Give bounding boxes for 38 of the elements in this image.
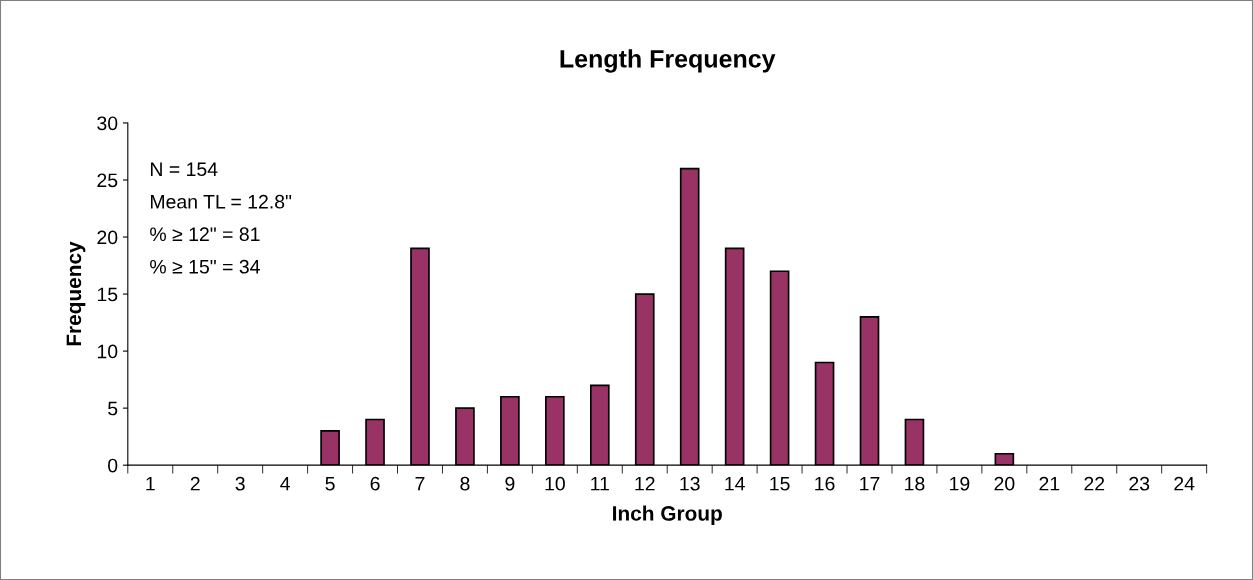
x-tick-label: 14 [725, 476, 745, 491]
annotation: Mean TL = 12.8" [150, 194, 292, 209]
x-tick-label: 2 [190, 476, 200, 491]
y-tick-label: 30 [97, 116, 118, 131]
x-tick-label: 18 [905, 476, 925, 491]
annotation: N = 154 [150, 162, 218, 177]
y-tick-label: 25 [97, 173, 118, 188]
x-axis-title: Inch Group [613, 505, 722, 525]
y-tick-label: 0 [108, 458, 118, 473]
x-tick-label: 19 [950, 476, 970, 491]
x-tick-label: 15 [770, 476, 790, 491]
x-tick-label: 23 [1129, 476, 1150, 491]
y-axis-title: Frequency [66, 241, 86, 346]
y-tick-label: 20 [97, 230, 118, 245]
x-tick-label: 20 [994, 476, 1015, 491]
x-tick-label: 12 [635, 476, 655, 491]
annotation: % ≥ 12" = 81 [150, 227, 260, 242]
x-tick-label: 1 [146, 476, 155, 491]
x-tick-label: 13 [680, 476, 700, 491]
x-tick-label: 11 [591, 476, 609, 491]
x-tick-label: 7 [415, 476, 425, 491]
x-tick-label: 8 [460, 476, 470, 491]
x-tick-label: 17 [860, 476, 880, 491]
x-tick-label: 6 [370, 476, 380, 491]
y-tick-label: 5 [108, 401, 118, 416]
chart-title: Length Frequency [560, 49, 776, 73]
x-tick-label: 5 [325, 476, 335, 491]
y-tick-label: 15 [97, 287, 118, 302]
x-tick-label: 16 [815, 476, 835, 491]
x-tick-label: 3 [235, 476, 245, 491]
x-tick-label: 22 [1084, 476, 1105, 491]
y-tick-label: 10 [97, 344, 118, 359]
x-tick-label: 10 [545, 476, 565, 491]
x-tick-label: 9 [505, 476, 515, 491]
annotation: % ≥ 15" = 34 [150, 259, 260, 274]
x-tick-label: 24 [1174, 476, 1195, 491]
x-tick-label: 4 [280, 476, 290, 491]
x-tick-label: 21 [1039, 476, 1060, 491]
